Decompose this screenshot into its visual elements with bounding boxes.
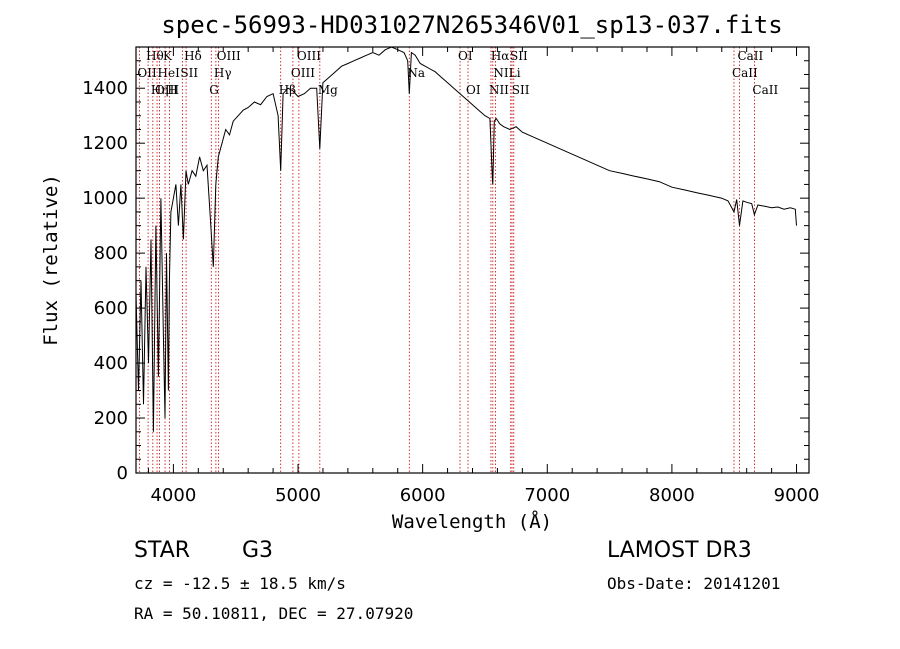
line-marker-label-20: Hα: [491, 49, 510, 63]
line-marker-label-0: OII: [137, 66, 157, 80]
survey-release: LAMOST DR3: [607, 538, 752, 563]
line-marker-label-4: HeI: [158, 66, 181, 80]
x-tick-label-4000: 4000: [150, 485, 196, 506]
line-marker-label-26: CaII: [737, 49, 763, 63]
line-marker-label-3: OIII: [155, 83, 179, 97]
line-marker-label-14: OIII: [297, 49, 321, 63]
line-marker-label-22: Li: [509, 66, 521, 80]
y-tick-label-1000: 1000: [82, 188, 128, 209]
line-marker-label-18: OI: [466, 83, 481, 97]
y-tick-label-1200: 1200: [82, 133, 128, 154]
line-marker-label-6: H: [167, 83, 177, 97]
line-marker-label-5: K: [163, 49, 173, 63]
x-tick-label-6000: 6000: [400, 485, 446, 506]
object-type: STAR: [134, 538, 191, 563]
line-marker-label-9: G: [209, 83, 219, 97]
ra-dec-coordinates: RA = 50.10811, DEC = 27.07920: [134, 604, 414, 623]
y-tick-label-0: 0: [117, 463, 128, 484]
x-tick-label-5000: 5000: [275, 485, 321, 506]
y-tick-label-400: 400: [94, 353, 128, 374]
line-marker-label-11: OIII: [217, 49, 241, 63]
plot-frame: [135, 46, 810, 474]
line-marker-label-21: NII: [493, 66, 513, 80]
y-tick-label-1400: 1400: [82, 78, 128, 99]
line-marker-label-17: OI: [458, 49, 473, 63]
redshift-cz: cz = -12.5 ± 18.5 km/s: [134, 574, 346, 593]
spectrum-series-line: [135, 46, 797, 432]
chart-title: spec-56993-HD031027N265346V01_sp13-037.f…: [161, 11, 782, 39]
x-tick-label-9000: 9000: [774, 485, 820, 506]
y-tick-label-600: 600: [94, 298, 128, 319]
y-axis-label: Flux (relative): [40, 174, 62, 346]
line-marker-label-23: SII: [510, 49, 528, 63]
line-marker-label-13: OIII: [291, 66, 315, 80]
line-marker-label-24: SII: [512, 83, 530, 97]
line-marker-label-1: Hθ: [146, 49, 164, 63]
line-marker-layer: OIIHθHηOIIIHeIKHSIIHδGHγOIIIHβOIIIOIIIMg…: [137, 47, 778, 473]
line-marker-label-10: Hγ: [214, 66, 232, 80]
observation-date: Obs-Date: 20141201: [607, 574, 781, 593]
x-axis-label: Wavelength (Å): [392, 510, 552, 533]
line-marker-label-19: NII: [489, 83, 509, 97]
line-marker-label-7: SII: [180, 66, 198, 80]
line-marker-label-15: Mg: [318, 83, 338, 97]
y-tick-label-200: 200: [94, 408, 128, 429]
line-marker-label-27: CaII: [752, 83, 778, 97]
y-tick-label-800: 800: [94, 243, 128, 264]
line-marker-label-16: Na: [407, 66, 425, 80]
line-marker-label-12: Hβ: [279, 83, 296, 97]
line-marker-label-25: CaII: [732, 66, 758, 80]
x-tick-label-7000: 7000: [524, 485, 570, 506]
axis-tick-layer: 4000 5000 6000 7000 8000 9000 0 200 400 600 800 100…: [82, 47, 819, 506]
x-tick-label-8000: 8000: [649, 485, 695, 506]
line-marker-label-8: Hδ: [184, 49, 202, 63]
spectral-subclass: G3: [242, 538, 274, 563]
